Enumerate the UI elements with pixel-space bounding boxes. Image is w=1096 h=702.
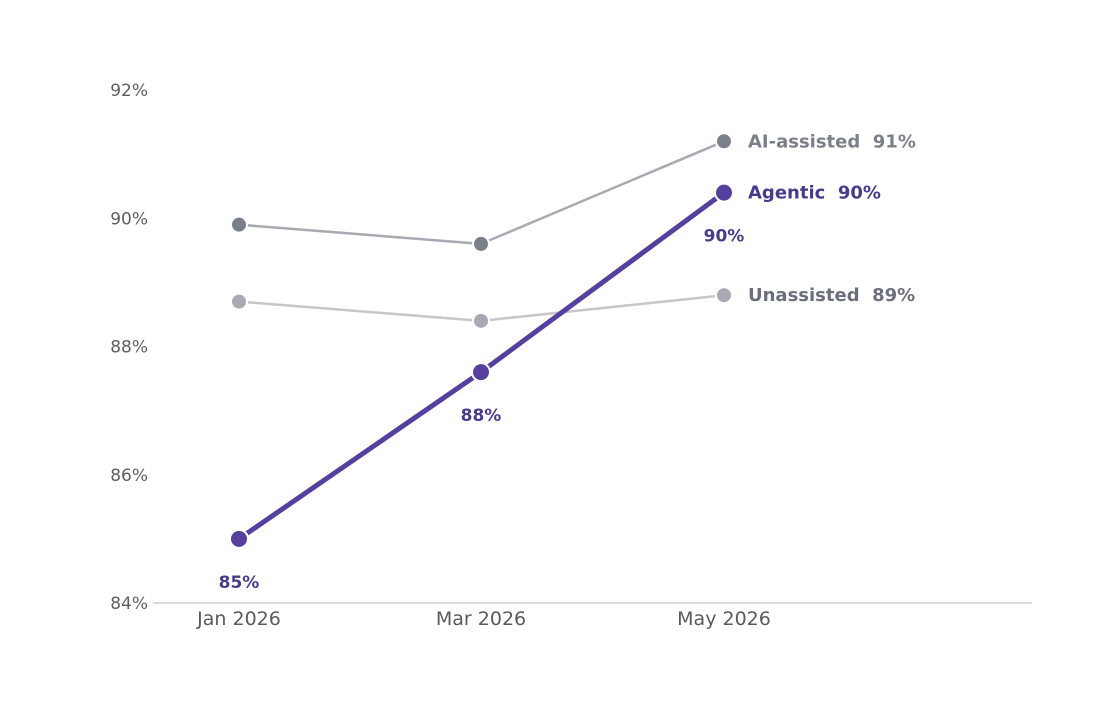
- series-agentic: [229, 182, 734, 549]
- y-tick-label: 84%: [110, 594, 148, 614]
- x-axis-ticks: Jan 2026 Mar 2026 May 2026: [196, 608, 771, 630]
- series-end-label-agentic: Agentic 90%: [748, 183, 881, 204]
- data-point-ai-assisted: [472, 234, 490, 253]
- data-point-ai-assisted: [715, 132, 733, 151]
- y-tick-label: 90%: [110, 209, 148, 229]
- x-tick-label: May 2026: [677, 608, 771, 630]
- data-point-agentic: [229, 528, 249, 549]
- series-ai-assisted: [230, 132, 733, 253]
- data-point-agentic: [714, 182, 734, 203]
- y-tick-label: 86%: [110, 466, 148, 486]
- series-layer: [229, 132, 734, 549]
- series-end-label-ai-assisted: AI-assisted 91%: [748, 131, 916, 152]
- data-point-unassisted: [472, 311, 490, 330]
- x-tick-label: Mar 2026: [436, 608, 526, 630]
- x-tick-label: Jan 2026: [196, 608, 281, 630]
- series-unassisted: [230, 286, 733, 330]
- data-point-ai-assisted: [230, 215, 248, 234]
- y-axis-ticks: 84% 86% 88% 90% 92%: [110, 81, 148, 614]
- data-point-unassisted: [715, 286, 733, 305]
- data-point-unassisted: [230, 292, 248, 311]
- y-tick-label: 92%: [110, 81, 148, 101]
- data-label-agentic: 88%: [461, 406, 502, 426]
- series-end-label-unassisted: Unassisted 89%: [748, 285, 915, 306]
- data-label-agentic: 90%: [704, 227, 745, 247]
- data-label-agentic: 85%: [219, 573, 260, 593]
- data-point-agentic: [471, 362, 491, 383]
- labels-layer: AI-assisted 91% Unassisted 89% 85% 88% 90% Ag…: [219, 131, 916, 593]
- series-line-ai-assisted: [237, 140, 726, 246]
- y-tick-label: 88%: [110, 338, 148, 358]
